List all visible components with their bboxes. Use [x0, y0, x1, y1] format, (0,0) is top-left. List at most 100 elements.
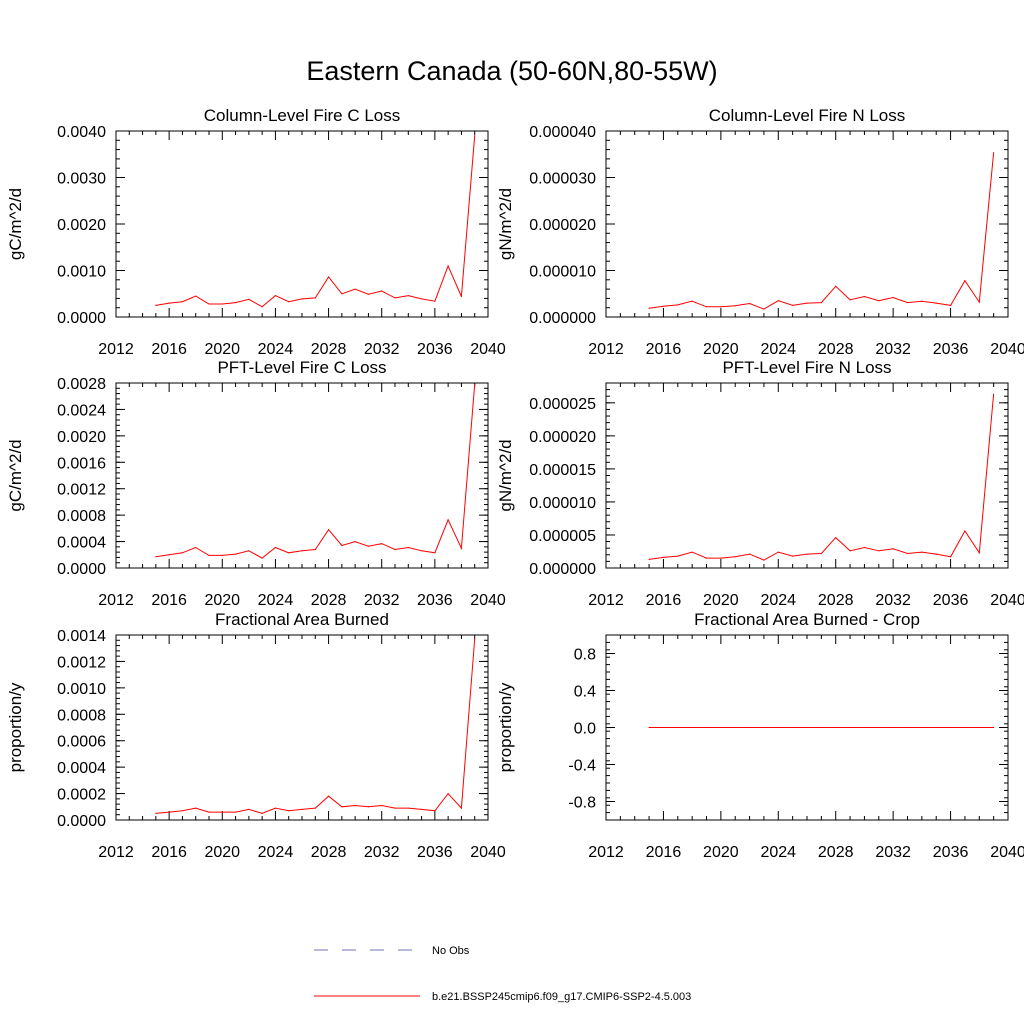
series-line-1 — [155, 135, 476, 308]
data-point — [195, 295, 197, 297]
data-point — [434, 810, 436, 812]
data-point — [235, 302, 237, 304]
data-point — [878, 550, 880, 552]
data-point — [749, 302, 751, 305]
data-point — [221, 554, 223, 557]
chart-panel-4: PFT-Level Fire N Loss gN/m^2/d 2012 2016 202… — [496, 358, 1024, 609]
y-tick-label: 0.0020 — [57, 429, 106, 446]
data-point — [777, 551, 779, 553]
data-point — [168, 302, 170, 304]
data-point — [301, 550, 303, 552]
data-point — [820, 302, 823, 304]
y-tick-label: 0.000020 — [529, 217, 596, 234]
data-point — [248, 298, 250, 300]
y-tick-label: 0.0030 — [57, 171, 106, 188]
y-tick-label: -0.8 — [568, 795, 596, 812]
y-tick-label: 0.0010 — [57, 681, 106, 698]
data-point — [892, 548, 894, 550]
data-point — [921, 726, 923, 729]
data-point — [950, 726, 952, 729]
data-point — [993, 393, 995, 395]
series-line-1 — [155, 384, 476, 559]
data-point — [261, 812, 263, 815]
data-point — [662, 726, 665, 729]
x-tick-label: 2032 — [364, 341, 400, 358]
plot-frame — [605, 382, 1009, 569]
data-point — [288, 810, 290, 812]
data-point — [407, 295, 409, 297]
panel-title: Column-Level Fire N Loss — [709, 106, 906, 125]
y-tick-label: 0.0012 — [57, 654, 106, 671]
y-tick-label: 0.0012 — [57, 482, 106, 499]
y-tick-label: 0.8 — [574, 647, 596, 664]
data-point — [208, 554, 210, 557]
data-point — [648, 307, 650, 309]
y-tick-label: 0.000025 — [529, 396, 596, 413]
data-point — [381, 543, 383, 545]
y-tick-label: 0.0028 — [57, 376, 106, 393]
legend-obs-label: No Obs — [432, 945, 470, 957]
data-point — [892, 296, 894, 299]
data-point — [705, 557, 708, 559]
data-point — [341, 544, 343, 547]
data-point — [394, 297, 396, 299]
data-point — [367, 806, 369, 808]
data-point — [878, 300, 880, 302]
data-point — [168, 811, 170, 813]
y-tick-label: 0.0008 — [57, 508, 106, 525]
data-point — [447, 265, 449, 267]
data-point — [328, 529, 330, 531]
data-point — [274, 546, 276, 549]
data-point — [261, 557, 263, 559]
plot-frame — [115, 382, 489, 569]
x-tick-label: 2016 — [646, 844, 682, 861]
x-tick-label: 2028 — [818, 844, 854, 861]
data-point — [354, 541, 356, 543]
page-title: Eastern Canada (50-60N,80-55W) — [306, 56, 718, 86]
data-point — [993, 152, 995, 154]
data-point — [720, 306, 722, 308]
data-point — [328, 276, 330, 278]
data-point — [460, 807, 462, 809]
data-point — [835, 537, 837, 539]
data-point — [734, 556, 736, 558]
data-point — [763, 308, 765, 310]
plot-frame — [115, 634, 489, 821]
data-point — [274, 807, 276, 809]
data-point — [301, 298, 303, 300]
x-tick-label: 2036 — [933, 592, 969, 609]
data-point — [168, 554, 170, 556]
data-point — [354, 804, 356, 807]
data-point — [314, 807, 316, 809]
data-point — [935, 553, 937, 555]
data-point — [835, 285, 837, 287]
data-point — [221, 811, 223, 813]
data-point — [274, 295, 276, 297]
data-point — [978, 301, 980, 303]
data-point — [806, 553, 808, 555]
y-tick-label: -0.4 — [568, 758, 596, 775]
data-point — [421, 298, 423, 300]
data-point — [474, 135, 476, 137]
data-point — [354, 288, 356, 290]
y-tick-label: 0.000005 — [529, 528, 596, 545]
data-point — [288, 552, 290, 554]
x-tick-label: 2012 — [98, 341, 134, 358]
x-tick-label: 2040 — [990, 592, 1024, 609]
x-tick-label: 2040 — [990, 341, 1024, 358]
data-point — [878, 726, 880, 729]
data-point — [394, 807, 396, 809]
data-point — [181, 552, 183, 554]
data-point — [806, 302, 808, 304]
data-point — [863, 726, 866, 729]
y-tick-label: 0.000000 — [529, 310, 596, 327]
data-point — [921, 300, 923, 302]
data-point — [720, 726, 722, 729]
y-tick-label: 0.0000 — [57, 561, 106, 578]
panel-title: PFT-Level Fire N Loss — [722, 358, 891, 377]
data-point — [849, 726, 851, 729]
y-tick-label: 0.0004 — [57, 535, 106, 552]
y-axis-label: gN/m^2/d — [496, 188, 515, 260]
y-axis-label: gC/m^2/d — [6, 439, 25, 511]
y-tick-label: 0.000040 — [529, 124, 596, 141]
